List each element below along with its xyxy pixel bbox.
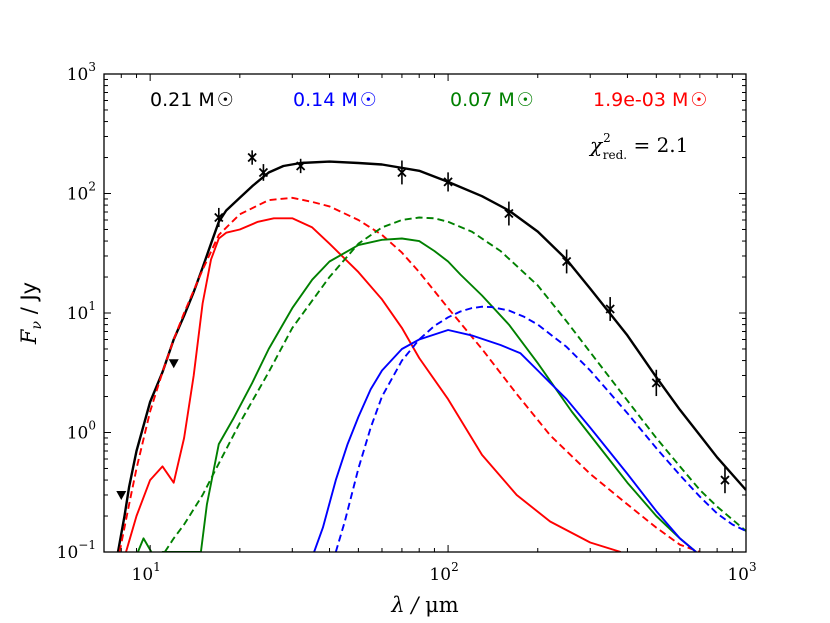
data-point-8 [504,201,514,226]
series-line-4 [137,237,697,552]
legend-label-0: 0.21 M ☉ [150,89,234,111]
data-point-7 [443,172,453,192]
x-tick-label-0: 101 [132,560,161,585]
data-point-2 [214,207,224,228]
observation-layer [116,150,730,500]
y-tick-label-1: 100 [67,419,96,444]
series-line-5 [334,305,746,552]
legend: 0.21 M ☉ 0.14 M ☉ 0.07 M ☉ 1.9e-03 M ☉ [150,89,707,111]
y-tick-label-3: 102 [67,180,96,205]
data-point-3 [247,150,257,165]
upper-limit-point-1 [168,359,179,369]
series-line-1 [118,196,701,552]
x-axis-label: λ / μm [390,593,458,617]
legend-label-1: 0.14 M ☉ [293,89,377,111]
upper-limit-point-0 [116,490,127,500]
series-line-6 [313,329,697,552]
y-tick-label-2: 101 [67,299,96,324]
x-tick-label-1: 102 [429,560,458,585]
series-line-2 [125,217,622,552]
legend-label-2: 0.07 M ☉ [450,89,534,111]
data-point-11 [651,369,661,397]
series-line-3 [164,216,746,552]
data-point-6 [397,160,407,185]
data-point-4 [258,164,269,181]
data-point-10 [605,297,615,321]
y-tick-label-4: 103 [67,60,96,85]
chi-squared-label: χ2 red. = 2.1 [588,131,688,162]
y-axis-label: Fν / Jy [17,282,45,345]
x-tick-label-2: 103 [727,560,756,585]
data-point-5 [296,158,306,174]
legend-label-3: 1.9e-03 M ☉ [593,89,707,111]
y-tick-label-0: 10−1 [57,538,96,563]
ticks-layer: 101 102 103 10−1 100 101 102 103 [57,60,757,585]
data-point-12 [720,466,730,494]
data-point-9 [561,249,572,274]
series-layer [116,160,746,552]
series-line-0 [116,160,746,552]
